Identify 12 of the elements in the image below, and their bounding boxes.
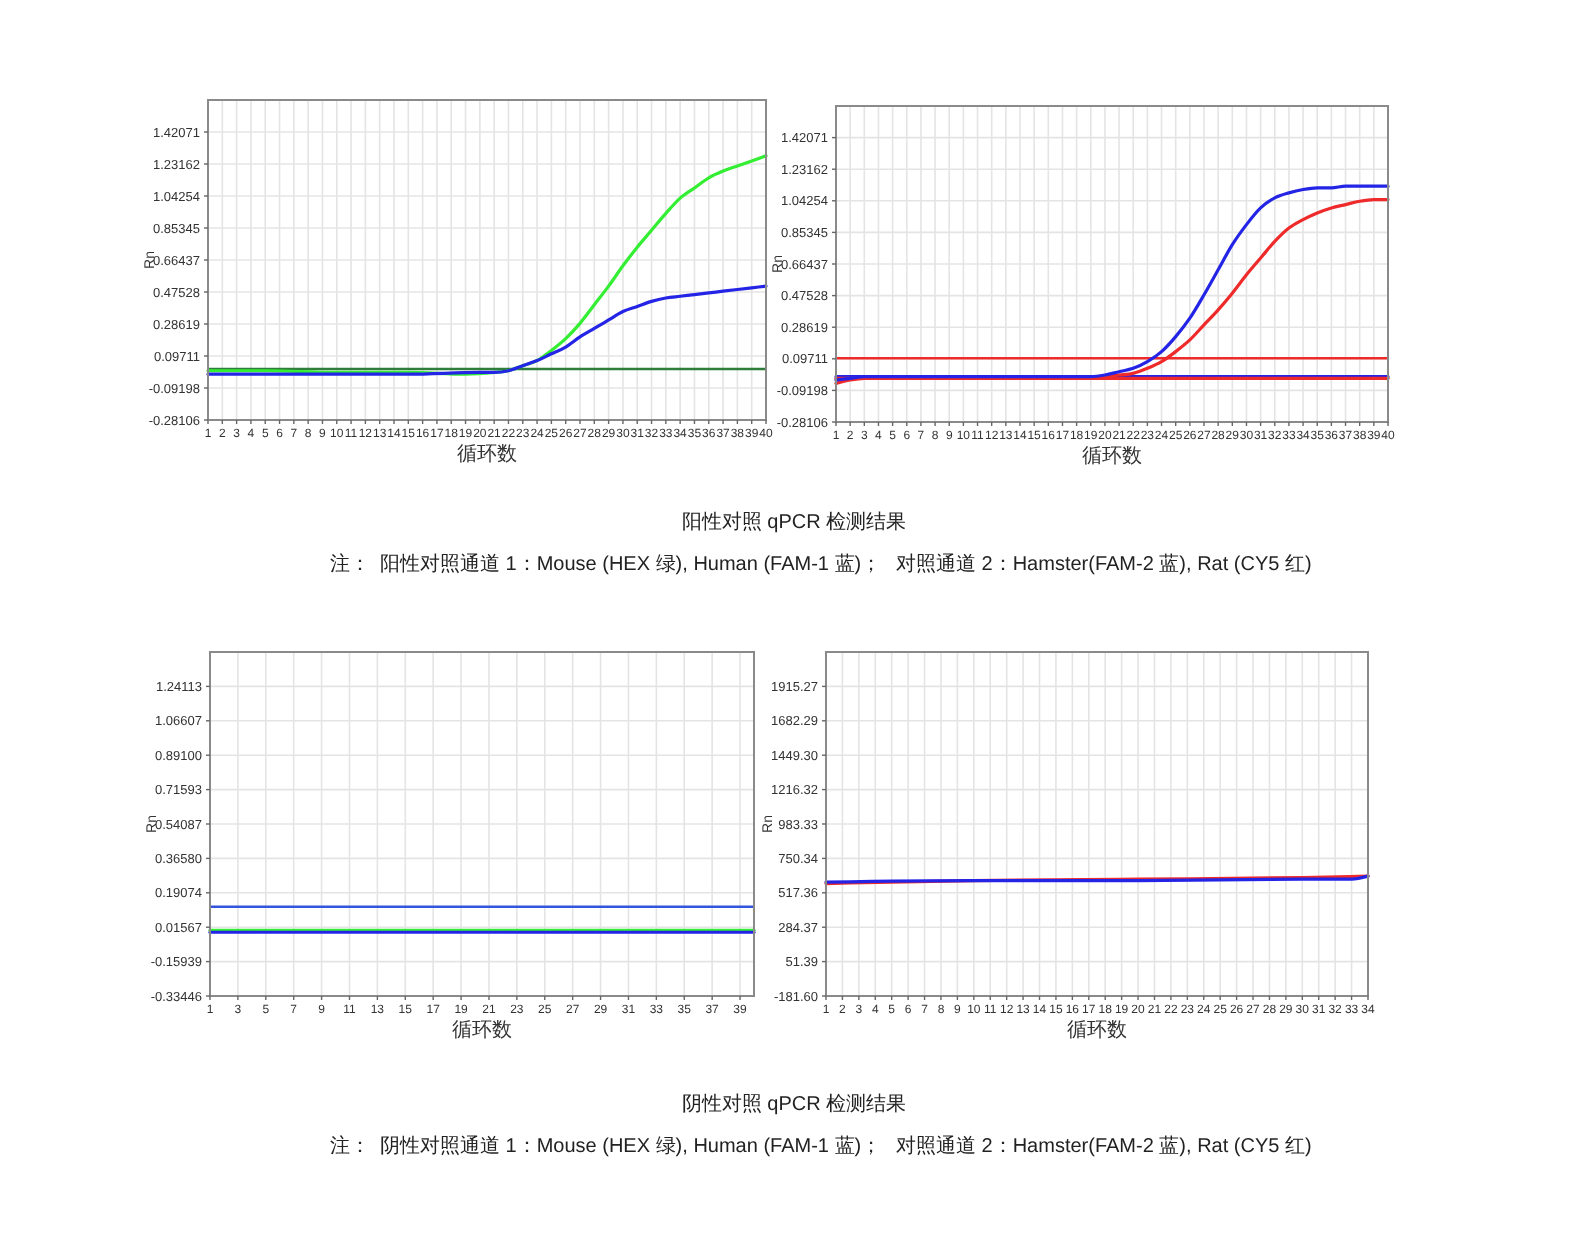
x-axis-title: 循环数: [452, 1020, 512, 1042]
text: 注：: [330, 552, 370, 576]
x-axis-title: 循环数: [457, 444, 517, 466]
text: 阳性对照 qPCR 检测结果: [681, 510, 907, 534]
text: 阴性对照通道 1：Mouse (HEX 绿), Human (FAM-1 蓝)；: [380, 1134, 882, 1158]
text: 对照通道 2：Hamster(FAM-2 蓝), Rat (CY5 红): [896, 1134, 1312, 1158]
text: 阳性对照通道 1：Mouse (HEX 绿), Human (FAM-1 蓝)；: [380, 552, 882, 576]
text: 注：: [330, 1134, 370, 1158]
x-axis-title: 循环数: [1082, 446, 1142, 468]
text: 对照通道 2：Hamster(FAM-2 蓝), Rat (CY5 红): [896, 552, 1312, 576]
x-axis-title: 循环数: [1067, 1020, 1127, 1042]
text: 阴性对照 qPCR 检测结果: [681, 1092, 907, 1116]
